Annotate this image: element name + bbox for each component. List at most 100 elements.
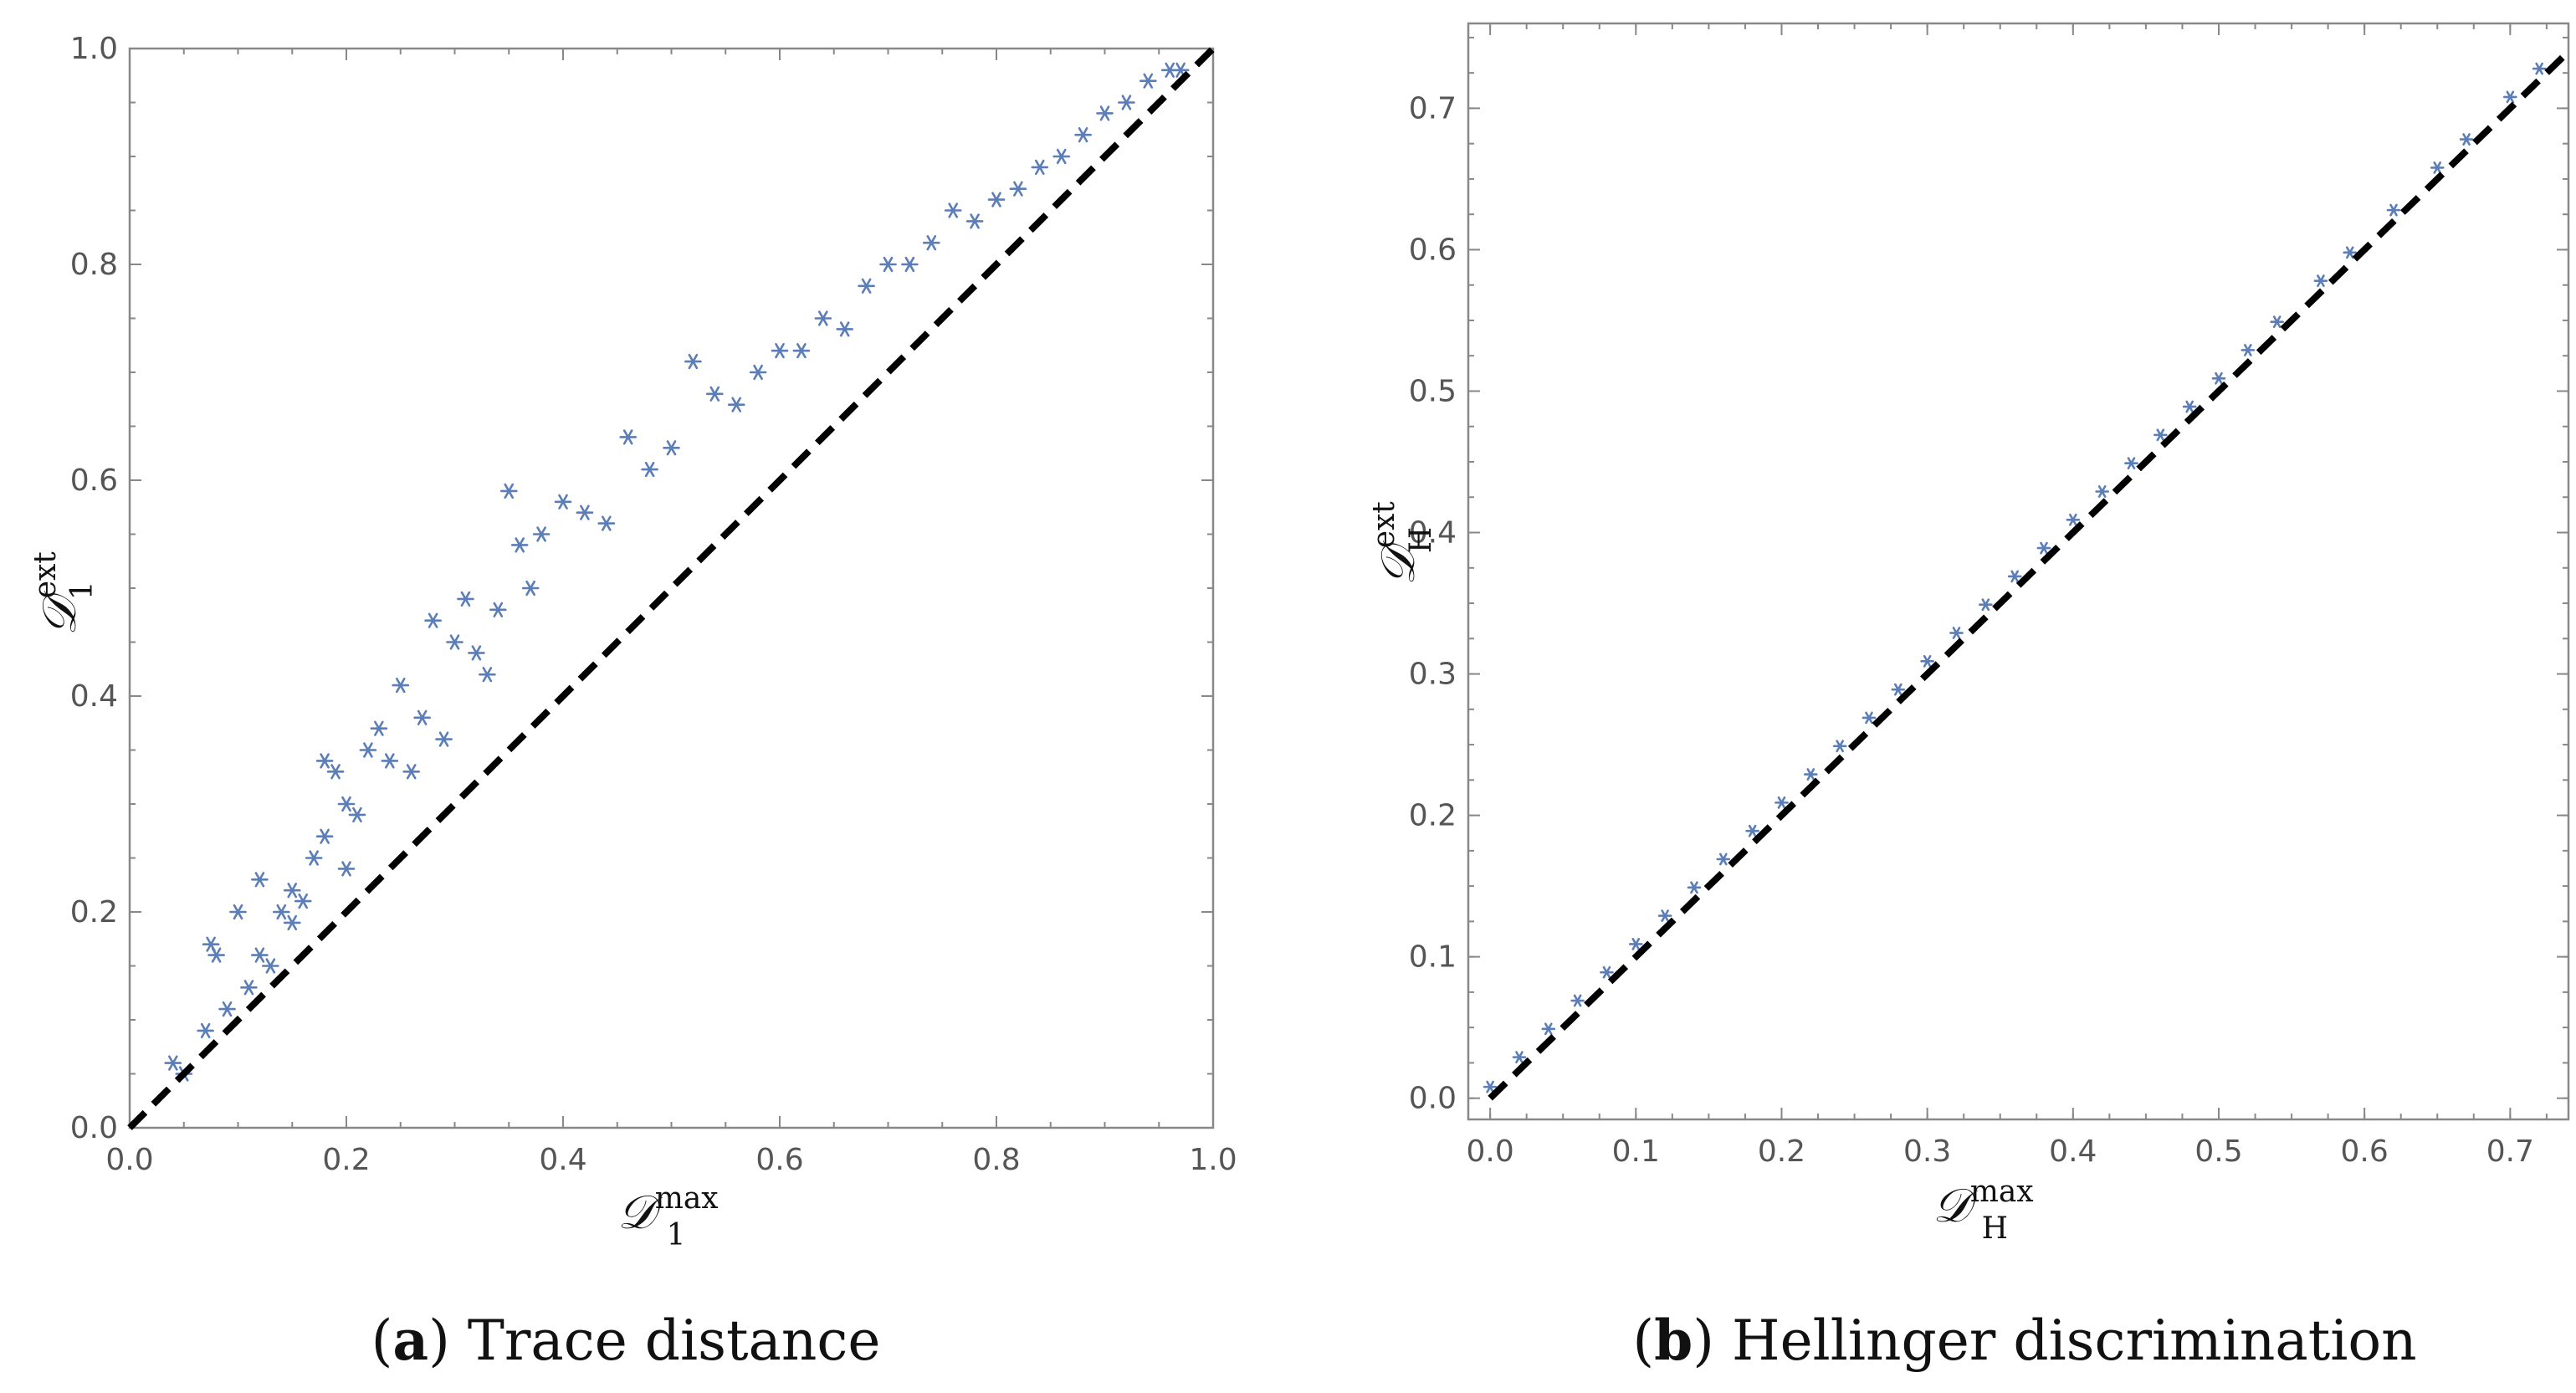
panel-a-data-point — [413, 709, 431, 725]
panel-a-y-tick-label: 0.6 — [70, 463, 118, 498]
panel-a-data-point — [392, 677, 410, 694]
panel-a-x-label-sup: max — [655, 1181, 719, 1216]
panel-b-data-point — [2066, 513, 2081, 526]
panel-b-x-axis-label: 𝒟max H — [1933, 1175, 2034, 1246]
panel-a-data-point — [283, 883, 301, 899]
panel-a-y-label-sup: ext — [28, 551, 63, 599]
panel-a-data-point — [207, 947, 225, 963]
panel-a-data-point — [510, 537, 529, 553]
panel-b-data-point — [2430, 161, 2445, 174]
panel-b-y-label-sub: H — [1404, 527, 1438, 553]
panel-b-data-point — [1745, 824, 1759, 837]
panel-a-data-point — [554, 494, 572, 510]
panel-b-data-point — [1541, 1022, 1556, 1036]
panel-a-data-point — [337, 796, 356, 812]
panel-a-data-point — [663, 440, 680, 456]
panel-b-data-point — [2459, 133, 2474, 146]
panel-a-data-point — [202, 936, 220, 952]
panel-a-data-point — [229, 904, 247, 920]
panel-a-data-point — [521, 580, 540, 597]
panel-a-data-point — [251, 947, 269, 963]
panel-b-caption-letter: b — [1654, 1308, 1693, 1373]
panel-a-data-point — [576, 504, 594, 520]
panel-a-data-point — [294, 893, 312, 909]
panel-a-data-point — [727, 397, 745, 412]
panel-b-y-tick-label: 0.6 — [1409, 233, 1457, 267]
panel-b-data-point — [1862, 711, 1877, 725]
panel-b-y-tick-label: 0.7 — [1409, 91, 1457, 125]
panel-b-data-point — [1628, 938, 1643, 950]
panel-a-data-point — [901, 256, 919, 273]
panel-b-data-point — [1979, 598, 1993, 612]
panel-a-data-point — [326, 764, 345, 780]
panel-a-data-point — [370, 720, 388, 736]
panel-a-data-point — [597, 515, 616, 531]
panel-a-data-point — [987, 192, 1006, 207]
panel-a-data-point — [749, 364, 767, 381]
panel-b-data-point — [1804, 768, 1818, 781]
panel-b-data-point — [2343, 246, 2358, 259]
panel-a-data-point — [923, 235, 940, 251]
panel-a-data-point — [858, 278, 875, 294]
panel-a-data-point — [684, 353, 702, 370]
panel-b-frame — [1467, 22, 2570, 1121]
panel-a-y-label-sub: 1 — [65, 581, 100, 600]
panel-a-data-point — [619, 429, 638, 445]
panel-b: 0.0 0.1 0.2 0.3 0.4 0.5 0.6 0.7 0.0 0.1 0.2 0.3 0.4 0… — [1367, 22, 2570, 1373]
panel-a-frame — [128, 47, 1215, 1129]
panel-b-x-tick-label: 0.7 — [2486, 1134, 2534, 1169]
panel-b-data-point — [2532, 62, 2547, 75]
panel-b-data-point — [1483, 1080, 1498, 1093]
panel-a-data-point — [359, 742, 377, 758]
panel-a-caption: (a) Trace distance — [371, 1308, 881, 1373]
panel-b-data-point — [2313, 274, 2328, 288]
panel-b-x-tick-label: 0.5 — [2194, 1134, 2242, 1169]
panel-b-data-point — [1949, 627, 1964, 639]
panel-a-data-point — [499, 483, 518, 499]
panel-a-caption-letter: a — [392, 1308, 428, 1373]
panel-a-x-label-sub: 1 — [667, 1218, 686, 1252]
panel-b-data-point — [1657, 909, 1672, 922]
panel-b-data-point — [2270, 315, 2284, 329]
panel-a-data-point — [1118, 95, 1135, 110]
panel-a-data-point — [251, 872, 269, 888]
panel-a-data-point — [944, 202, 962, 218]
panel-b-data-point — [2386, 203, 2401, 217]
panel-b-ticks: 0.0 0.1 0.2 0.3 0.4 0.5 0.6 0.7 0.0 0.1 0.2 0.3 0.4 0… — [1409, 23, 2568, 1169]
panel-b-y-tick-label: 0.1 — [1409, 940, 1457, 975]
panel-b-y-tick-label: 0.3 — [1409, 658, 1457, 692]
panel-a-data-point — [1052, 148, 1070, 165]
panel-a-data-point — [337, 861, 356, 877]
panel-b-y-tick-label: 0.5 — [1409, 374, 1457, 408]
panel-a-caption-text: Trace distance — [468, 1308, 881, 1373]
panel-a-data-point — [272, 904, 290, 920]
panel-a-data-point — [283, 914, 301, 931]
panel-b-x-tick-label: 0.0 — [1466, 1134, 1513, 1169]
panel-a-y-tick-label: 0.4 — [70, 679, 118, 714]
panel-b-data-point — [2211, 371, 2226, 385]
panel-a-y-axis-label: 𝒟ext1 — [28, 551, 100, 636]
panel-a-data-point — [197, 1022, 214, 1039]
panel-a-data-point — [1031, 159, 1049, 176]
panel-a: 0.0 0.2 0.4 0.6 0.8 1.0 0.0 0.2 0.4 0.6 0.8 1.0 𝒟ex… — [28, 32, 1237, 1373]
panel-a-data-point — [435, 731, 453, 747]
panel-b-data-point — [1832, 740, 1847, 753]
panel-a-points — [164, 62, 1190, 1082]
panel-a-data-point — [641, 461, 658, 478]
panel-a-data-point — [792, 343, 811, 359]
panel-a-data-point — [771, 343, 789, 359]
panel-a-y-tick-label: 0.2 — [70, 895, 118, 930]
panel-a-data-point — [218, 1001, 236, 1017]
panel-b-data-point — [1891, 683, 1906, 696]
panel-a-x-tick-label: 0.4 — [539, 1143, 586, 1177]
panel-a-data-point — [424, 612, 442, 628]
panel-b-points — [1483, 62, 2547, 1093]
panel-a-data-point — [164, 1055, 182, 1071]
panel-a-data-point — [965, 213, 984, 229]
panel-b-data-point — [2503, 90, 2517, 104]
panel-b-y-tick-label: 0.4 — [1409, 516, 1457, 551]
panel-b-y-tick-label: 0.0 — [1409, 1082, 1457, 1116]
panel-a-data-point — [446, 634, 463, 650]
